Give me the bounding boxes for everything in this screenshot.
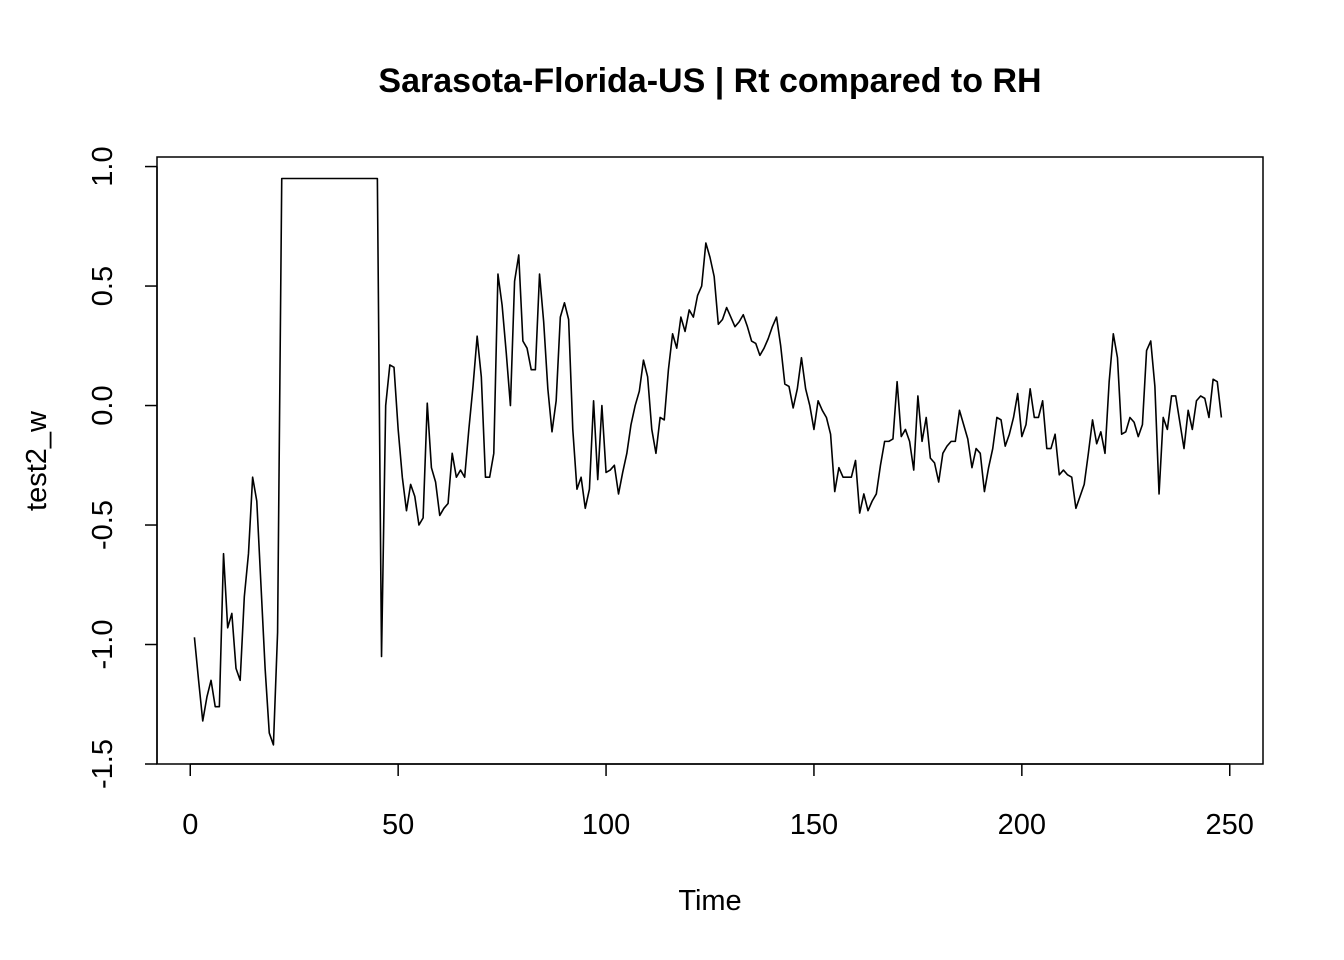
y-tick-label: -0.5: [87, 500, 119, 550]
x-tick-label: 150: [790, 809, 838, 841]
y-tick-label: 0.5: [87, 266, 119, 306]
series-line: [193, 177, 1223, 746]
x-tick-label: 0: [182, 809, 198, 841]
y-tick-label: 1.0: [87, 146, 119, 186]
plot-frame: [156, 156, 1264, 765]
y-axis-title: test2_w: [21, 410, 53, 511]
y-axis: -1.5 -1.0 -0.5 0.0 0.5 1.0: [87, 146, 158, 789]
x-axis-title: Time: [678, 885, 741, 917]
x-tick-label: 50: [382, 809, 414, 841]
x-tick-label: 200: [998, 809, 1046, 841]
y-tick-label: -1.0: [87, 620, 119, 670]
x-tick-label: 250: [1206, 809, 1254, 841]
x-axis: 0 50 100 150 200 250: [182, 763, 1254, 841]
y-tick-label: -1.5: [87, 739, 119, 789]
chart-title: Sarasota-Florida-US | Rt compared to RH: [378, 62, 1041, 100]
x-tick-label: 100: [582, 809, 630, 841]
y-tick-label: 0.0: [87, 385, 119, 425]
